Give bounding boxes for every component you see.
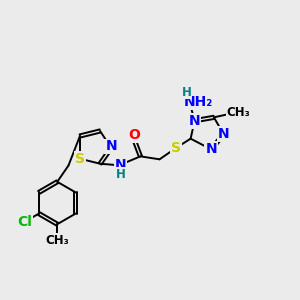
Text: NH₂: NH₂ [184,95,213,109]
Text: CH₃: CH₃ [226,106,250,119]
Text: N: N [115,158,127,172]
Text: S: S [75,152,85,166]
Text: N: N [218,127,230,141]
Text: N: N [189,114,200,128]
Text: S: S [171,141,181,155]
Text: N: N [205,142,217,156]
Text: N: N [105,140,117,154]
Text: Cl: Cl [17,215,32,229]
Text: H: H [116,168,126,181]
Text: CH₃: CH₃ [45,234,69,247]
Text: H: H [182,86,192,99]
Text: O: O [128,128,140,142]
